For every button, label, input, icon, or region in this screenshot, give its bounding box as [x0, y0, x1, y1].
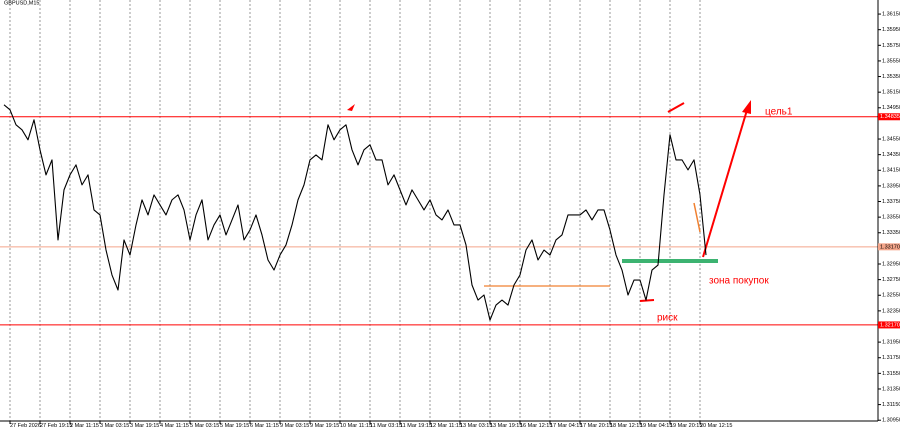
x-tick-label: 18 Mar 12:15 [610, 423, 642, 428]
x-tick-label: 17 Mar 04:15 [550, 423, 582, 428]
target-arrow [702, 109, 748, 258]
x-tick-label: 13 Mar 03:15 [460, 423, 492, 428]
small-arrow [639, 299, 655, 302]
y-tick-label: 1.35750 [882, 43, 900, 49]
y-tick-label: 1.31750 [882, 355, 900, 361]
x-tick-label: 20 Mar 12:15 [700, 423, 732, 428]
small-line [693, 202, 701, 233]
y-tick-label: 1.31950 [882, 340, 900, 346]
chart-title: GBPUSD,M15 [4, 0, 39, 6]
y-tick-label: 1.33950 [882, 183, 900, 189]
y-tick-label: 1.32350 [882, 308, 900, 314]
x-tick-label: 2 Mar 11:15 [70, 423, 99, 428]
y-tick-label: 1.33350 [882, 230, 900, 236]
price-line [3, 104, 707, 321]
y-tick-label: 1.30950 [882, 418, 900, 424]
small-arrow [667, 102, 685, 113]
y-tick-label: 1.35550 [882, 58, 900, 64]
annotation: зона покупок [709, 276, 769, 287]
price-label: 1.34835 [880, 114, 900, 120]
x-tick-label: 3 Mar 19:15 [130, 423, 159, 428]
y-tick-label: 1.36150 [882, 12, 900, 18]
x-tick-label: 11 Mar 19:15 [400, 423, 432, 428]
y-tick-label: 1.31550 [882, 371, 900, 377]
y-tick-label: 1.33550 [882, 215, 900, 221]
x-tick-label: 27 Feb 19:15 [40, 423, 72, 428]
y-tick-label: 1.31350 [882, 386, 900, 392]
x-tick-label: 27 Feb 2026 [10, 423, 41, 428]
x-tick-label: 9 Mar 03:15 [280, 423, 309, 428]
x-tick-label: 16 Mar 12:15 [520, 423, 552, 428]
y-tick-label: 1.34150 [882, 168, 900, 174]
x-tick-label: 5 Mar 03:15 [190, 423, 219, 428]
x-tick-label: 6 Mar 11:15 [250, 423, 279, 428]
x-tick-label: 9 Mar 19:15 [310, 423, 339, 428]
price-label-box [878, 113, 900, 121]
y-tick-label: 1.32750 [882, 277, 900, 283]
x-tick-label: 3 Mar 03:15 [100, 423, 129, 428]
small-arrow [347, 104, 355, 111]
y-tick-label: 1.34950 [882, 105, 900, 111]
y-tick-label: 1.34550 [882, 136, 900, 142]
y-tick-label: 1.31150 [882, 402, 900, 408]
x-tick-label: 4 Mar 11:15 [160, 423, 189, 428]
x-tick-label: 17 Mar 20:15 [580, 423, 612, 428]
price-label-box [878, 321, 900, 329]
y-tick-label: 1.34350 [882, 152, 900, 158]
arrows [347, 100, 751, 302]
x-tick-label: 19 Mar 04:15 [640, 423, 672, 428]
annotation: цель1 [765, 107, 793, 118]
x-tick-label: 19 Mar 20:15 [670, 423, 702, 428]
price-label-box [878, 243, 900, 251]
annotation: риск [657, 313, 678, 324]
arrow-head [742, 100, 751, 114]
y-tick-label: 1.33750 [882, 199, 900, 205]
y-tick-label: 1.35150 [882, 90, 900, 96]
y-tick-label: 1.35950 [882, 27, 900, 33]
y-tick-label: 1.35350 [882, 74, 900, 80]
y-tick-label: 1.32950 [882, 261, 900, 267]
x-tick-label: 12 Mar 11:15 [430, 423, 462, 428]
x-tick-label: 13 Mar 19:15 [490, 423, 522, 428]
price-label: 1.33170 [880, 244, 900, 250]
price-label: 1.32170 [880, 322, 900, 328]
x-tick-label: 11 Mar 03:15 [370, 423, 402, 428]
x-tick-label: 10 Mar 11:15 [340, 423, 372, 428]
x-tick-label: 5 Mar 19:15 [220, 423, 249, 428]
y-tick-label: 1.32550 [882, 293, 900, 299]
